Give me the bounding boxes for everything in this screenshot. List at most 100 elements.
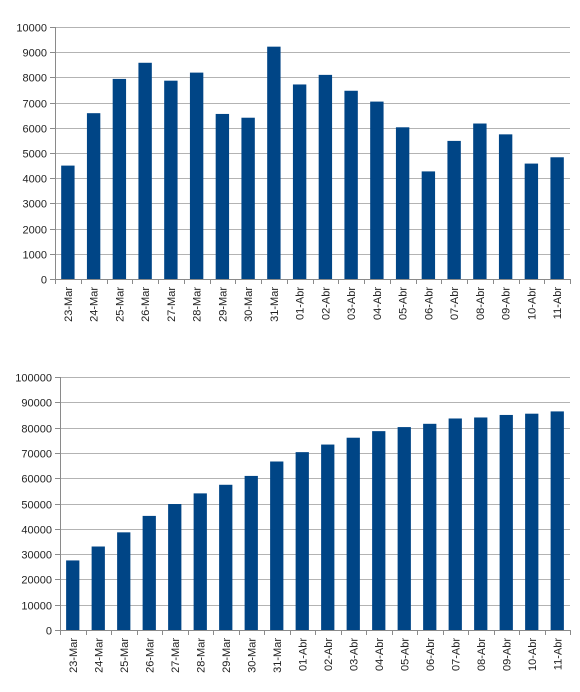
daily-bar <box>164 80 178 280</box>
cumulative-y-tick-label: 60000 <box>21 474 52 486</box>
cumulative-x-tick-label: 04-Abr <box>374 638 386 671</box>
daily-bar <box>86 113 101 280</box>
cumulative-bar <box>270 461 284 630</box>
daily-y-tick-label: 7000 <box>23 99 47 111</box>
cumulative-y-tick-label: 100000 <box>15 373 52 385</box>
cumulative-bar <box>219 484 233 630</box>
cumulative-x-tick-label: 27-Mar <box>170 638 182 673</box>
daily-y-tick-label: 1000 <box>23 250 47 262</box>
cumulative-bar <box>142 515 156 630</box>
cumulative-bar <box>117 532 131 630</box>
daily-y-tick-label: 0 <box>41 275 47 287</box>
daily-x-tick-label: 05-Abr <box>398 287 410 320</box>
cumulative-x-tick-label: 01-Abr <box>297 638 309 671</box>
daily-y-tick-label: 4000 <box>23 174 47 186</box>
daily-x-tick-label: 29-Mar <box>217 287 229 322</box>
cumulative-x-tick-label: 06-Abr <box>425 638 437 671</box>
daily-y-tick-label: 8000 <box>23 73 47 85</box>
cumulative-x-tick-label: 28-Mar <box>195 638 207 673</box>
daily-cases-chart: 0 1000 2000 3000 4000 5000 6000 7000 8000 9000 100… <box>0 0 580 345</box>
cumulative-x-tick-label: 30-Mar <box>246 638 258 673</box>
cumulative-bar <box>372 431 386 630</box>
cumulative-y-tick-label: 40000 <box>21 525 52 537</box>
cumulative-bar <box>295 452 309 630</box>
cumulative-x-tick-label: 10-Abr <box>527 638 539 671</box>
cumulative-bar <box>321 444 335 630</box>
cumulative-bar <box>168 504 182 630</box>
daily-x-tick-label: 24-Mar <box>89 287 101 322</box>
cumulative-x-tick-label: 26-Mar <box>144 638 156 673</box>
cumulative-y-tick-label: 90000 <box>21 398 52 410</box>
daily-cases-chart-svg: 0 1000 2000 3000 4000 5000 6000 7000 8000 9000 100… <box>16 23 571 322</box>
daily-x-tick-label: 10-Abr <box>526 287 538 320</box>
daily-bar <box>189 72 204 279</box>
daily-bar <box>498 134 513 279</box>
cumulative-y-tick-label: 50000 <box>21 500 52 512</box>
daily-bar <box>395 127 410 279</box>
cumulative-y-tick-label: 0 <box>46 626 52 638</box>
daily-bar <box>241 117 255 279</box>
daily-bar <box>267 46 281 279</box>
daily-bar <box>215 113 230 279</box>
daily-x-tick-label: 25-Mar <box>114 287 126 322</box>
cumulative-bar <box>244 475 258 630</box>
cumulative-bar <box>525 413 539 630</box>
daily-x-tick-label: 23-Mar <box>63 287 75 322</box>
cumulative-bar <box>423 423 437 630</box>
cumulative-bar <box>499 414 513 630</box>
daily-bar <box>524 163 539 279</box>
daily-bar <box>112 78 127 279</box>
daily-bar <box>473 123 487 280</box>
cumulative-bar <box>91 546 105 630</box>
cumulative-x-tick-label: 05-Abr <box>399 638 411 671</box>
cumulative-cases-chart: 0 10000 20000 30000 40000 50000 60000 70000 8000… <box>0 350 580 692</box>
daily-bar <box>344 90 358 279</box>
cumulative-x-tick-label: 29-Mar <box>221 638 233 673</box>
daily-x-tick-label: 28-Mar <box>192 287 204 322</box>
daily-y-tick-label: 10000 <box>16 23 47 35</box>
daily-x-tick-label: 04-Abr <box>372 287 384 320</box>
cumulative-y-tick-label: 70000 <box>21 449 52 461</box>
daily-bar <box>447 140 461 279</box>
cumulative-x-tick-label: 08-Abr <box>476 638 488 671</box>
cumulative-bar <box>66 560 80 630</box>
daily-bar <box>370 101 384 279</box>
daily-y-tick-label: 9000 <box>23 48 47 60</box>
cumulative-y-tick-label: 80000 <box>21 424 52 436</box>
cumulative-bar <box>397 427 411 630</box>
daily-x-tick-label: 27-Mar <box>166 287 178 322</box>
cumulative-cases-chart-svg: 0 10000 20000 30000 40000 50000 60000 70000 8000… <box>15 373 571 673</box>
daily-x-tick-label: 11-Abr <box>552 287 564 320</box>
cumulative-bar <box>550 411 564 630</box>
daily-x-tick-label: 09-Abr <box>501 287 513 320</box>
daily-bar <box>138 62 152 279</box>
daily-x-tick-label: 31-Mar <box>269 287 281 322</box>
cumulative-x-tick-label: 09-Abr <box>501 638 513 671</box>
cumulative-x-tick-label: 02-Abr <box>323 638 335 671</box>
daily-bar <box>292 84 307 280</box>
cumulative-y-tick-label: 30000 <box>21 550 52 562</box>
cumulative-x-tick-label: 24-Mar <box>93 638 105 673</box>
daily-bar <box>318 74 333 279</box>
cumulative-x-tick-label: 31-Mar <box>272 638 284 673</box>
daily-x-tick-label: 02-Abr <box>320 287 332 320</box>
daily-y-tick-label: 5000 <box>23 149 47 161</box>
cumulative-bar <box>474 417 488 630</box>
daily-bar <box>61 165 75 279</box>
daily-y-tick-label: 6000 <box>23 124 47 136</box>
daily-x-tick-label: 08-Abr <box>475 287 487 320</box>
daily-bar <box>550 157 564 279</box>
cumulative-y-tick-label: 20000 <box>21 575 52 587</box>
daily-y-tick-label: 2000 <box>23 225 47 237</box>
daily-x-tick-label: 26-Mar <box>140 287 152 322</box>
cumulative-bar <box>193 493 207 630</box>
daily-x-tick-label: 01-Abr <box>295 287 307 320</box>
cumulative-x-tick-label: 03-Abr <box>348 638 360 671</box>
cumulative-x-tick-label: 23-Mar <box>68 638 80 673</box>
cumulative-x-tick-label: 11-Abr <box>552 638 564 671</box>
cumulative-x-tick-label: 07-Abr <box>450 638 462 671</box>
daily-x-tick-label: 30-Mar <box>243 287 255 322</box>
cumulative-bar <box>346 437 360 630</box>
daily-x-tick-label: 06-Abr <box>423 287 435 320</box>
daily-y-tick-label: 3000 <box>23 199 47 211</box>
